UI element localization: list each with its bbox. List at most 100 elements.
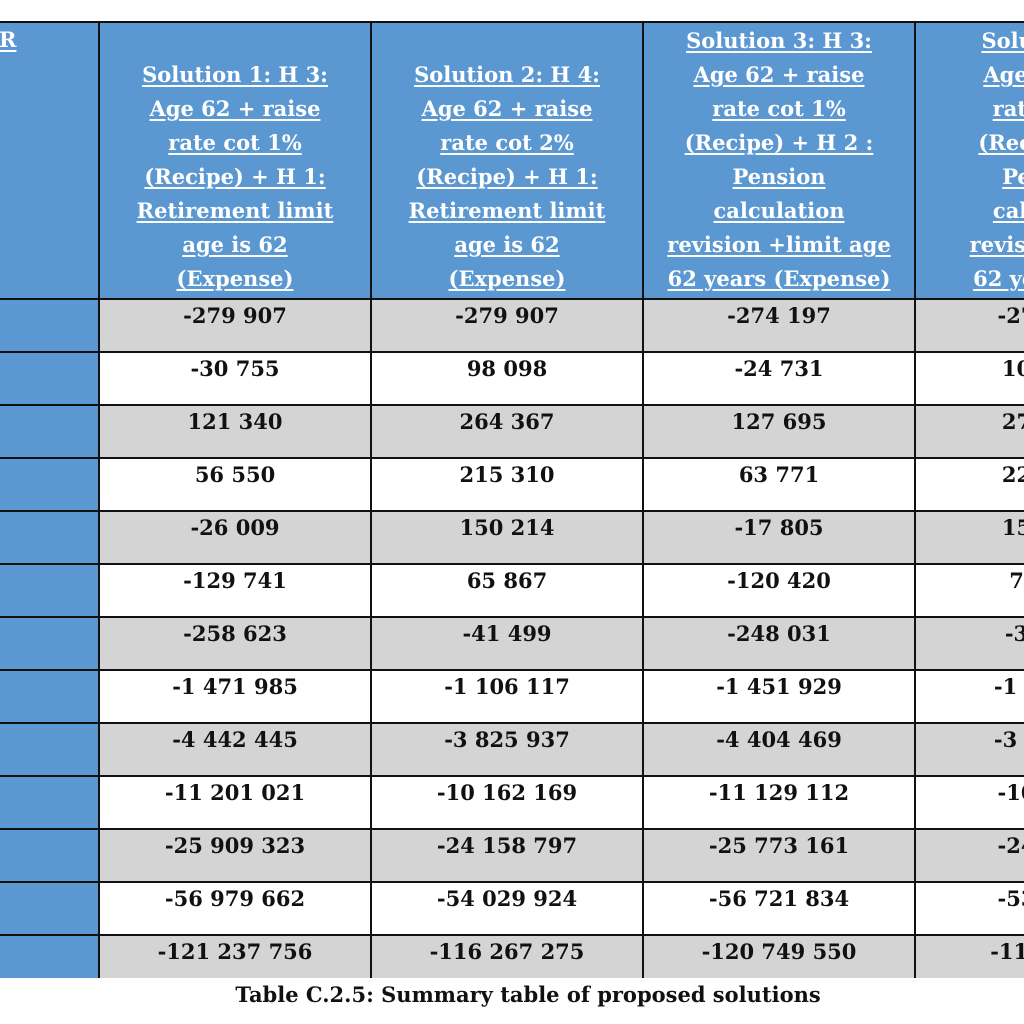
table-caption: Table C.2.5: Summary table of proposed s…	[235, 982, 821, 1007]
header-line: rate cot 1%	[168, 130, 302, 155]
table-row: -4 442 445-3 825 937-4 404 469-3 7	[0, 722, 1024, 777]
header-line: 62 years (Expense)	[667, 266, 891, 291]
value-cell: -3 7	[914, 722, 1024, 777]
header-line: (Recipe) + H 2 :	[684, 130, 874, 155]
table-row: 56 550 215 310 63 771 22	[0, 457, 1024, 512]
table-row: -279 907-279 907-274 197-27	[0, 298, 1024, 353]
row-label-cell	[0, 828, 100, 883]
row-label-cell	[0, 404, 100, 459]
table-row: -26 009 150 214 -17 805 15	[0, 510, 1024, 565]
value-cell: -279 907	[370, 298, 644, 353]
value-cell: 98 098	[370, 351, 644, 406]
header-line: (Recipe) + H 1:	[144, 164, 326, 189]
value-cell: -121 237 756	[98, 934, 372, 978]
value-cell: 65 867	[370, 563, 644, 618]
value-cell: -10	[914, 775, 1024, 830]
value-cell: 127 695	[642, 404, 916, 459]
table-row: -11 201 021-10 162 169-11 129 112-10	[0, 775, 1024, 830]
header-line: rate	[992, 96, 1024, 121]
header-line: 62 year	[973, 266, 1024, 291]
value-cell: -116 267 275	[370, 934, 644, 978]
header-line: (Recipe) + H 1:	[416, 164, 598, 189]
row-label-cell	[0, 616, 100, 671]
value-cell: 150 214	[370, 510, 644, 565]
header-row: R Solution 1: H 3: Age 62 + raise rate cot…	[0, 21, 1024, 300]
header-line: age is 62	[454, 232, 560, 257]
column-header-solution-2: Solution 2: H 4: Age 62 + raise rate cot 2…	[370, 21, 644, 300]
header-line: Solution 2: H 4:	[414, 62, 600, 87]
header-line: Pe	[1002, 164, 1024, 189]
value-cell: -24	[914, 828, 1024, 883]
value-cell: -11 129 112	[642, 775, 916, 830]
row-label-cell	[0, 351, 100, 406]
column-header-solution-3: Solution 3: H 3: Age 62 + raise rate cot 1…	[642, 21, 916, 300]
value-cell: -53	[914, 881, 1024, 936]
value-cell: 27	[914, 404, 1024, 459]
value-cell: -248 031	[642, 616, 916, 671]
row-label-cell	[0, 298, 100, 353]
corner-header-cell: R	[0, 21, 100, 300]
header-line: Pension	[732, 164, 826, 189]
value-cell: -129 741	[98, 563, 372, 618]
header-line: Age 62 + raise	[149, 96, 321, 121]
table-row: -1 471 985-1 106 117-1 451 929-1 0	[0, 669, 1024, 724]
value-cell: -258 623	[98, 616, 372, 671]
value-cell: -26 009	[98, 510, 372, 565]
header-line: (Expense)	[448, 266, 566, 291]
header-line: age is 62	[182, 232, 288, 257]
value-cell: 7	[914, 563, 1024, 618]
value-cell: -115	[914, 934, 1024, 978]
value-cell: -10 162 169	[370, 775, 644, 830]
value-cell: -41 499	[370, 616, 644, 671]
row-label-cell	[0, 563, 100, 618]
row-label-cell	[0, 510, 100, 565]
value-cell: -1 451 929	[642, 669, 916, 724]
value-cell: 121 340	[98, 404, 372, 459]
table-row: -25 909 323-24 158 797-25 773 161-24	[0, 828, 1024, 883]
value-cell: -3	[914, 616, 1024, 671]
value-cell: 264 367	[370, 404, 644, 459]
row-label-cell	[0, 722, 100, 777]
value-cell: -11 201 021	[98, 775, 372, 830]
column-header-solution-4: Soluti Age 6 rate (Recip Pe calc revision 62 ye…	[914, 21, 1024, 300]
row-label-cell	[0, 669, 100, 724]
value-cell: -4 442 445	[98, 722, 372, 777]
row-label-cell	[0, 775, 100, 830]
value-cell: -120 420	[642, 563, 916, 618]
value-cell: -25 909 323	[98, 828, 372, 883]
header-line: Age 62 + raise	[693, 62, 865, 87]
table-row: 121 340 264 367 127 695 27	[0, 404, 1024, 459]
value-cell: -17 805	[642, 510, 916, 565]
table-row: -56 979 662-54 029 924-56 721 834-53	[0, 881, 1024, 936]
value-cell: -1 0	[914, 669, 1024, 724]
header-line: calc	[992, 198, 1024, 223]
header-line: Soluti	[981, 28, 1024, 53]
header-line: Age 62 + raise	[421, 96, 593, 121]
header-line: (Recip	[978, 130, 1024, 155]
header-line: Retirement limit	[136, 198, 334, 223]
header-line: rate cot 2%	[440, 130, 574, 155]
value-cell: -3 825 937	[370, 722, 644, 777]
value-cell: 10	[914, 351, 1024, 406]
value-cell: -30 755	[98, 351, 372, 406]
value-cell: -274 197	[642, 298, 916, 353]
header-line: calculation	[713, 198, 845, 223]
header-line: revision +limit age	[667, 232, 891, 257]
header-line: rate cot 1%	[712, 96, 846, 121]
value-cell: -1 471 985	[98, 669, 372, 724]
value-cell: 22	[914, 457, 1024, 512]
corner-label: R	[0, 27, 17, 52]
header-line: (Expense)	[176, 266, 294, 291]
header-line: Solution 3: H 3:	[686, 28, 872, 53]
value-cell: 63 771	[642, 457, 916, 512]
table-row: -129 741 65 867 -120 420 7	[0, 563, 1024, 618]
value-cell: 215 310	[370, 457, 644, 512]
header-line: revision	[969, 232, 1024, 257]
table-row: -258 623 -41 499 -248 031 -3	[0, 616, 1024, 671]
value-cell: -54 029 924	[370, 881, 644, 936]
value-cell: -120 749 550	[642, 934, 916, 978]
value-cell: -1 106 117	[370, 669, 644, 724]
value-cell: -24 731	[642, 351, 916, 406]
value-cell: 15	[914, 510, 1024, 565]
